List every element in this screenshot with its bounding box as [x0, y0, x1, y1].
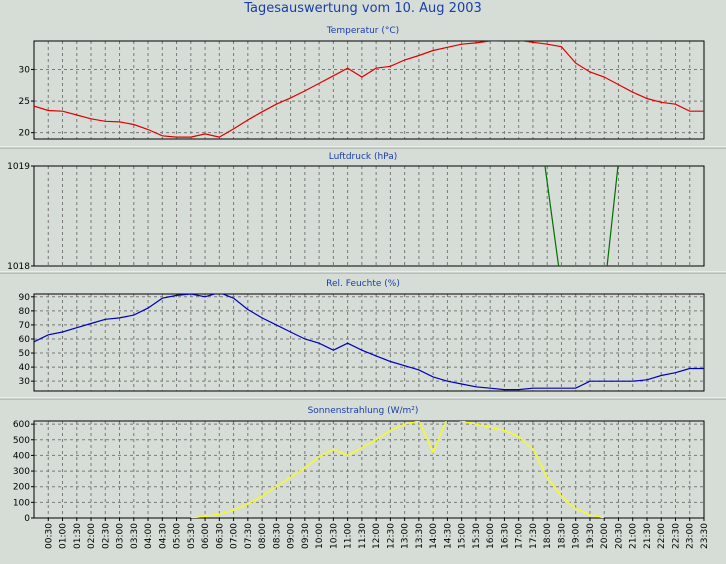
x-tick-label: 20:30	[614, 523, 624, 549]
page-title: Tagesauswertung vom 10. Aug 2003	[244, 1, 482, 16]
panel-title: Temperatur (°C)	[326, 26, 399, 36]
plot-frame	[33, 165, 705, 267]
y-tick-label: 1019	[7, 162, 30, 172]
series-line-0	[544, 166, 619, 266]
x-tick-label: 09:30	[301, 523, 311, 549]
y-tick-label: 300	[13, 467, 30, 477]
x-tick-label: 06:30	[215, 523, 225, 549]
chart-panel-1: Luftdruck (hPa) 1018 1019	[7, 152, 705, 272]
x-tick-label: 03:30	[130, 523, 140, 549]
x-tick-label: 10:00	[315, 523, 325, 549]
series-line-0	[190, 421, 605, 518]
x-tick-label: 03:00	[116, 523, 126, 549]
x-tick-label: 07:30	[244, 523, 254, 549]
x-tick-label: 13:00	[401, 523, 411, 549]
series-line-0	[34, 294, 704, 391]
x-tick-label: 11:30	[358, 523, 368, 549]
x-tick-label: 19:00	[572, 523, 582, 549]
x-tick-label: 17:30	[529, 523, 539, 549]
x-tick-label: 06:00	[201, 523, 211, 549]
x-tick-label: 19:30	[586, 523, 596, 549]
x-tick-label: 01:30	[73, 523, 83, 549]
plot-frame	[33, 420, 705, 519]
y-tick-label: 500	[13, 436, 30, 446]
x-tick-label: 04:30	[158, 523, 168, 549]
x-tick-label: 09:00	[287, 523, 297, 549]
x-tick-label: 17:00	[515, 523, 525, 549]
x-tick-label: 16:30	[500, 523, 510, 549]
y-tick-label: 30	[19, 377, 31, 387]
panel-title: Rel. Feuchte (%)	[326, 279, 400, 289]
y-tick-label: 20	[19, 129, 31, 139]
x-tick-label: 08:30	[272, 523, 282, 549]
chart-panel-0: Temperatur (°C) 20 25 30	[19, 26, 705, 140]
y-tick-label: 100	[13, 498, 30, 508]
x-tick-label: 18:30	[557, 523, 567, 549]
x-tick-label: 02:00	[87, 523, 97, 549]
plot-frame	[33, 40, 705, 140]
y-tick-label: 25	[19, 97, 30, 107]
y-tick-label: 600	[13, 420, 30, 430]
x-tick-label: 05:30	[187, 523, 197, 549]
x-tick-label: 15:30	[472, 523, 482, 549]
x-tick-label: 11:00	[344, 523, 354, 549]
y-tick-label: 80	[19, 307, 31, 317]
y-tick-label: 200	[13, 483, 30, 493]
x-tick-label: 10:30	[329, 523, 339, 549]
x-tick-label: 00:30	[44, 523, 54, 549]
x-tick-label: 21:00	[629, 523, 639, 549]
x-tick-label: 07:00	[230, 523, 240, 549]
y-tick-label: 60	[19, 335, 31, 345]
y-tick-label: 0	[24, 514, 30, 524]
x-tick-label: 04:00	[144, 523, 154, 549]
x-tick-label: 18:00	[543, 523, 553, 549]
x-tick-label: 14:30	[443, 523, 453, 549]
x-tick-label: 01:00	[59, 523, 69, 549]
x-tick-label: 20:00	[600, 523, 610, 549]
y-tick-label: 30	[19, 65, 31, 75]
x-tick-label: 22:30	[671, 523, 681, 549]
x-tick-label: 12:30	[386, 523, 396, 549]
y-tick-label: 50	[19, 349, 31, 359]
x-tick-label: 12:00	[372, 523, 382, 549]
x-tick-label: 05:00	[173, 523, 183, 549]
y-tick-label: 40	[19, 363, 31, 373]
y-tick-label: 70	[19, 321, 31, 331]
x-tick-label: 02:30	[101, 523, 111, 549]
x-tick-label: 23:00	[686, 523, 696, 549]
panel-title: Luftdruck (hPa)	[329, 152, 398, 162]
y-tick-label: 1018	[7, 262, 30, 272]
x-tick-label: 08:00	[258, 523, 268, 549]
series-line-0	[34, 41, 704, 138]
x-tick-label: 14:00	[429, 523, 439, 549]
x-tick-label: 22:00	[657, 523, 667, 549]
x-tick-label: 16:00	[486, 523, 496, 549]
chart-panel-3: Sonnenstrahlung (W/m²) 0 100 200 300 400 500 60…	[13, 406, 705, 524]
x-tick-label: 23:30	[700, 523, 710, 549]
y-tick-label: 400	[13, 451, 30, 461]
y-tick-label: 90	[19, 293, 31, 303]
panel-title: Sonnenstrahlung (W/m²)	[308, 406, 419, 416]
plot-frame	[33, 293, 705, 392]
x-tick-label: 13:30	[415, 523, 425, 549]
chart-panel-2: Rel. Feuchte (%) 30 40 50 60 70 80 90	[19, 279, 705, 392]
x-tick-label: 21:30	[643, 523, 653, 549]
x-tick-label: 15:00	[458, 523, 468, 549]
